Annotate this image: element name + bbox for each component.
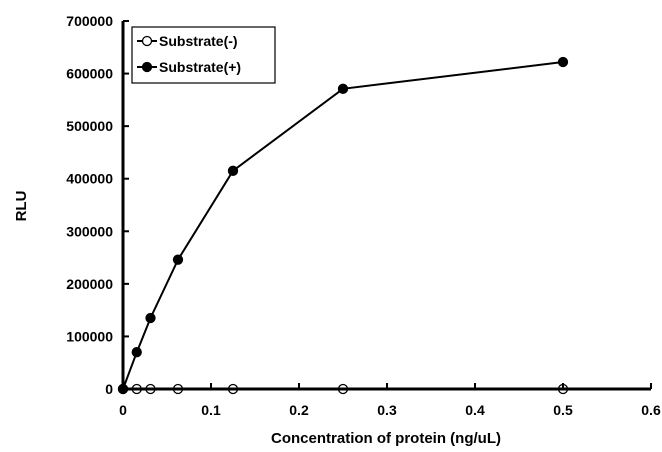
legend-marker <box>141 35 153 47</box>
legend-box <box>131 26 276 84</box>
data-point <box>337 83 349 94</box>
data-point <box>145 312 156 324</box>
y-tick-label: 300000 <box>66 223 113 239</box>
x-tick-label: 0.6 <box>641 402 661 418</box>
y-tick-label: 500000 <box>66 118 113 134</box>
x-tick-label: 0.5 <box>553 402 573 418</box>
x-tick-label: 0 <box>119 402 127 418</box>
legend: Substrate(-) Substrate(+) <box>131 26 276 84</box>
legend-marker <box>141 61 153 73</box>
x-tick-label: 0.4 <box>465 402 485 418</box>
series-2 <box>117 56 569 395</box>
x-tick-label: 0.2 <box>289 402 309 418</box>
x-tick-label: 0.3 <box>377 402 397 418</box>
legend-label: Substrate(-) <box>159 33 238 49</box>
series-line <box>122 61 564 390</box>
y-tick-label: 700000 <box>66 13 113 29</box>
data-point <box>131 347 142 358</box>
x-axis-title: Concentration of protein (ng/uL) <box>271 430 501 447</box>
y-axis-title: RLU <box>13 191 30 222</box>
y-tick-label: 600000 <box>66 66 113 82</box>
x-tick-label: 0.1 <box>201 402 221 418</box>
data-point <box>557 56 569 68</box>
y-tick-label: 200000 <box>66 276 113 292</box>
y-tick-label: 400000 <box>66 171 113 187</box>
data-point <box>172 254 184 265</box>
y-tick-label: 100000 <box>66 328 113 344</box>
data-point <box>227 165 239 176</box>
legend-label: Substrate(+) <box>159 59 241 75</box>
y-tick-label: 0 <box>105 381 113 397</box>
axes: 0 100000 200000 300000 400000 500000 600000 700… <box>66 13 661 418</box>
plot-area <box>117 56 569 395</box>
